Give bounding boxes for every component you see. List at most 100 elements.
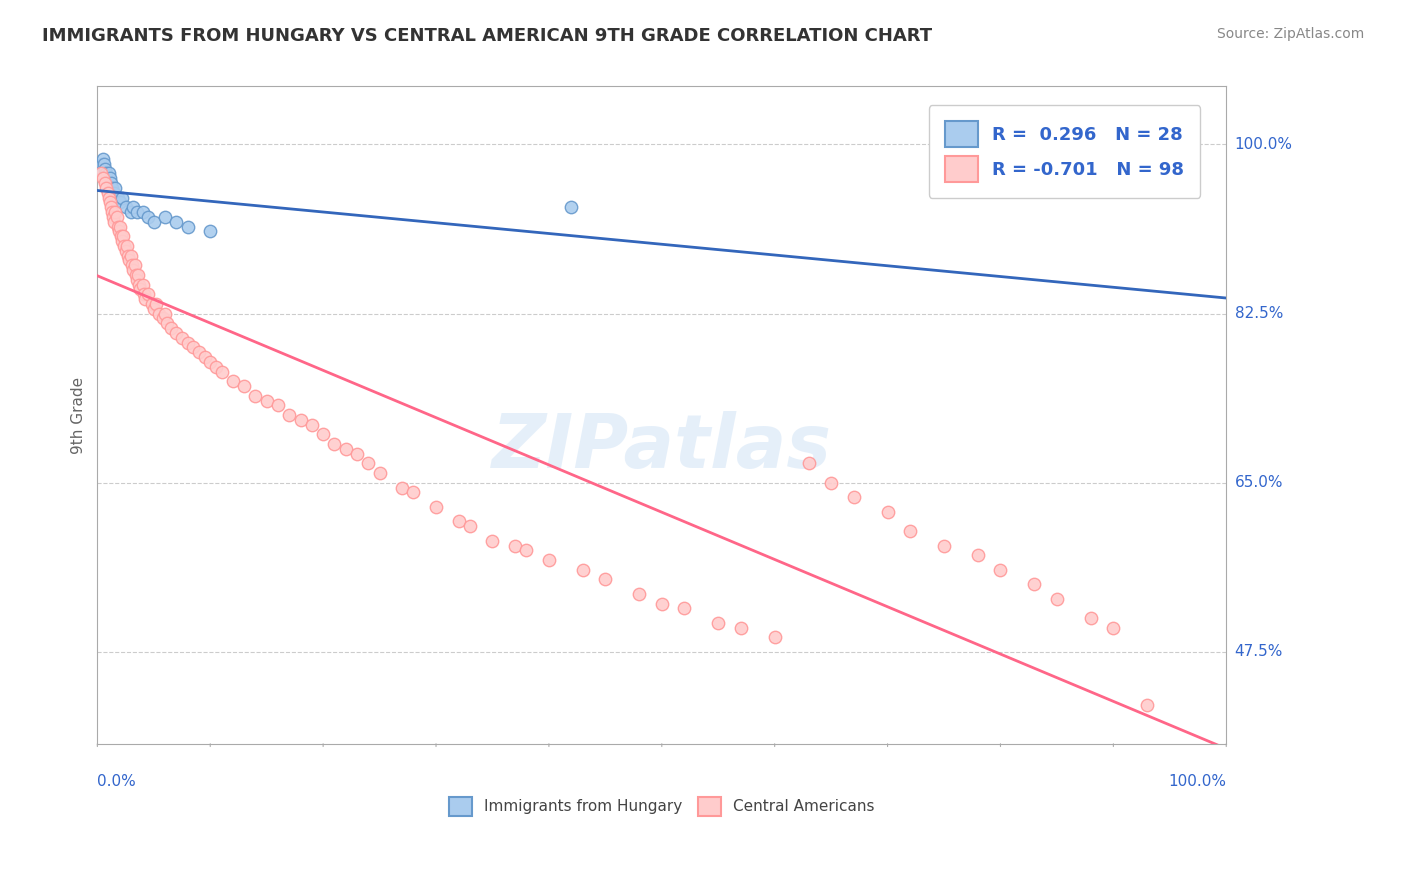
Point <box>571 563 593 577</box>
Point <box>115 239 138 253</box>
Point <box>101 210 124 224</box>
Point <box>707 615 730 630</box>
Point <box>112 229 135 244</box>
Point <box>278 408 301 422</box>
Point <box>447 515 470 529</box>
Text: 100.0%: 100.0% <box>1168 774 1226 789</box>
Point <box>101 205 124 219</box>
Point <box>595 573 617 587</box>
Point <box>104 181 127 195</box>
Point <box>108 195 131 210</box>
Point <box>1102 621 1125 635</box>
Point <box>89 161 111 176</box>
Point <box>129 282 152 296</box>
Point <box>121 258 143 272</box>
Point <box>335 442 357 456</box>
Point <box>967 548 990 562</box>
Point <box>105 210 128 224</box>
Point <box>537 553 560 567</box>
Point <box>165 215 187 229</box>
Point <box>233 379 256 393</box>
Point <box>91 152 114 166</box>
Text: 47.5%: 47.5% <box>1234 644 1282 659</box>
Point <box>205 359 228 374</box>
Point <box>651 597 673 611</box>
Point <box>107 219 129 234</box>
Point <box>141 297 163 311</box>
Point <box>122 200 145 214</box>
Point <box>120 248 142 262</box>
Point <box>118 253 141 268</box>
Legend: Immigrants from Hungary, Central Americans: Immigrants from Hungary, Central America… <box>443 791 880 822</box>
Point <box>1080 611 1102 625</box>
Point <box>136 210 159 224</box>
Point <box>876 505 898 519</box>
Point <box>100 200 122 214</box>
Point <box>256 393 278 408</box>
Point <box>142 215 165 229</box>
Point <box>368 466 391 480</box>
Point <box>104 205 127 219</box>
Point <box>107 190 129 204</box>
Point <box>153 307 176 321</box>
Point <box>103 215 125 229</box>
Point <box>111 190 134 204</box>
Point <box>131 205 153 219</box>
Point <box>990 563 1012 577</box>
Text: ZIPatlas: ZIPatlas <box>492 411 832 484</box>
Point <box>101 181 124 195</box>
Point <box>111 234 134 248</box>
Point <box>103 186 125 200</box>
Point <box>515 543 537 558</box>
Point <box>200 224 222 238</box>
Point <box>94 176 117 190</box>
Point <box>125 268 148 282</box>
Text: 100.0%: 100.0% <box>1234 136 1292 152</box>
Point <box>628 587 651 601</box>
Point <box>94 161 117 176</box>
Point <box>932 539 955 553</box>
Point <box>267 398 290 412</box>
Point <box>120 205 142 219</box>
Point <box>312 427 335 442</box>
Point <box>357 457 380 471</box>
Point <box>100 176 122 190</box>
Point <box>1046 591 1069 606</box>
Point <box>114 239 136 253</box>
Point <box>98 195 121 210</box>
Point <box>176 219 198 234</box>
Point <box>170 331 193 345</box>
Point <box>108 219 131 234</box>
Point <box>145 297 167 311</box>
Point <box>763 631 786 645</box>
Point <box>820 475 842 490</box>
Point <box>323 437 346 451</box>
Point <box>110 229 132 244</box>
Point <box>346 447 368 461</box>
Point <box>142 301 165 316</box>
Y-axis label: 9th Grade: 9th Grade <box>72 376 86 454</box>
Text: IMMIGRANTS FROM HUNGARY VS CENTRAL AMERICAN 9TH GRADE CORRELATION CHART: IMMIGRANTS FROM HUNGARY VS CENTRAL AMERI… <box>42 27 932 45</box>
Point <box>131 277 153 292</box>
Point <box>200 355 222 369</box>
Point <box>245 389 267 403</box>
Point <box>458 519 481 533</box>
Point <box>136 287 159 301</box>
Point <box>107 224 129 238</box>
Text: Source: ZipAtlas.com: Source: ZipAtlas.com <box>1216 27 1364 41</box>
Point <box>503 539 526 553</box>
Point <box>132 287 155 301</box>
Point <box>93 157 115 171</box>
Point <box>1136 698 1159 712</box>
Point <box>114 244 136 258</box>
Point <box>188 345 211 359</box>
Point <box>90 161 112 176</box>
Point <box>97 190 120 204</box>
Point <box>98 171 121 186</box>
Point <box>90 166 112 180</box>
Point <box>176 335 198 350</box>
Point <box>301 417 323 432</box>
Point <box>152 311 174 326</box>
Point <box>481 533 503 548</box>
Point <box>402 485 425 500</box>
